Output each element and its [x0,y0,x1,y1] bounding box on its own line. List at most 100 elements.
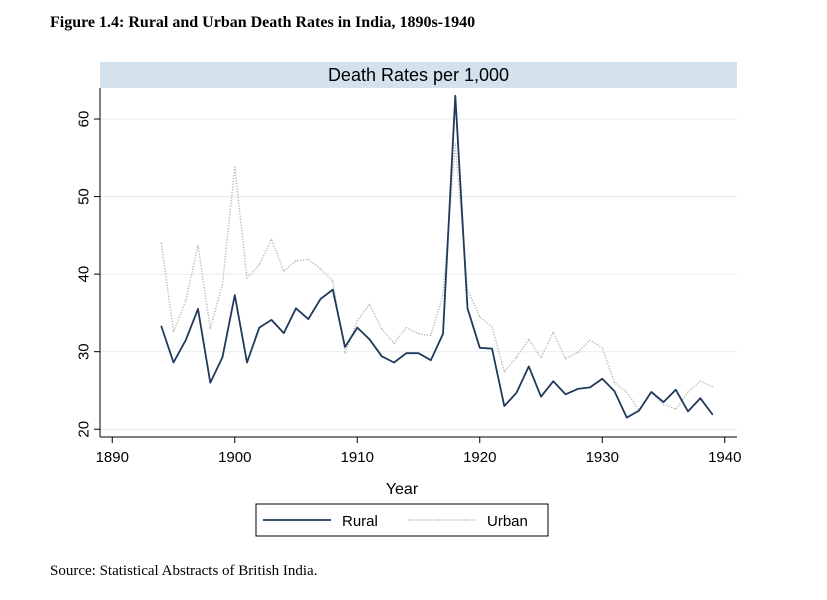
point-rural [172,361,175,364]
point-urban [711,386,714,388]
point-urban [577,351,579,354]
point-rural [344,346,346,348]
point-rural [503,405,505,407]
series-line-urban [160,143,713,412]
point-rural [466,307,469,309]
series-lines [160,94,714,419]
axes: 20 30 40 50 60 1890 1900 1910 1920 1930 1940 [76,88,741,466]
point-rural [552,380,554,382]
point-rural [699,397,701,399]
point-rural [160,325,162,327]
point-rural [270,319,273,321]
x-axis-label: Year [386,481,419,498]
legend-label-urban: Urban [487,513,528,530]
point-urban [368,303,371,305]
point-urban [613,382,616,384]
point-urban [503,371,505,373]
point-urban [246,277,248,279]
point-rural [234,294,236,296]
x-tick-label: 1940 [708,449,741,466]
point-urban [491,326,493,328]
point-urban [270,238,273,240]
legend-label-rural: Rural [342,513,378,530]
point-urban [626,391,628,393]
point-rural [711,413,714,416]
grid-lines [100,118,737,430]
point-rural [430,359,432,361]
point-rural [577,388,579,390]
x-tick-label: 1920 [463,449,496,466]
point-rural [197,308,199,310]
point-rural [662,401,665,403]
x-tick-label: 1930 [586,449,619,466]
point-rural [332,289,334,291]
point-rural [283,332,285,334]
y-tick-label: 40 [76,266,93,283]
point-urban [381,328,383,330]
point-rural [589,386,591,388]
legend: Rural Urban [255,503,549,537]
point-urban [221,283,224,285]
series-line-rural [160,94,714,419]
point-urban [417,333,420,335]
point-urban [405,327,407,329]
point-rural [381,355,383,357]
figure-title: Figure 1.4: Rural and Urban Death Rates … [50,14,476,31]
point-rural [540,396,542,398]
point-rural [356,327,358,329]
x-tick-label: 1910 [341,449,374,466]
y-tick-label: 50 [76,188,93,205]
point-rural [368,338,371,340]
point-rural [479,347,481,349]
point-urban [601,347,603,349]
point-urban [430,334,432,336]
point-urban [234,166,236,168]
point-urban [295,260,297,262]
point-urban [540,357,542,359]
point-urban [479,316,481,318]
x-tick-label: 1900 [218,449,251,466]
point-urban [454,143,456,145]
point-rural [209,382,211,384]
point-urban [687,391,689,393]
point-rural [650,391,652,393]
point-urban [185,299,187,302]
point-rural [601,378,603,380]
y-tick-label: 30 [76,343,93,360]
point-rural [687,410,689,412]
point-rural [295,307,297,309]
point-urban [344,352,346,354]
point-rural [307,318,309,320]
point-rural [454,95,456,97]
point-urban [319,268,322,270]
y-tick-label: 60 [76,111,93,128]
chart-title: Death Rates per 1,000 [328,65,509,85]
point-rural [638,410,640,412]
point-rural [613,390,616,392]
point-rural [405,352,407,354]
chart-header-band [100,62,737,88]
point-rural [528,365,530,367]
point-urban [356,320,358,322]
point-rural [221,356,224,358]
point-urban [332,280,334,282]
point-rural [564,393,567,395]
source-note: Source: Statistical Abstracts of British… [50,563,318,579]
point-urban [172,330,175,333]
point-urban [393,342,395,344]
y-tick-label: 20 [76,421,93,438]
point-urban [283,270,285,272]
point-rural [393,361,395,364]
point-urban [662,403,665,405]
point-urban [699,380,701,382]
point-rural [675,389,677,391]
point-rural [626,417,628,419]
point-rural [185,339,187,341]
x-tick-label: 1890 [96,449,129,466]
point-rural [442,333,444,335]
point-rural [417,352,420,354]
point-rural [319,298,322,300]
point-rural [246,361,248,364]
point-urban [160,242,162,244]
